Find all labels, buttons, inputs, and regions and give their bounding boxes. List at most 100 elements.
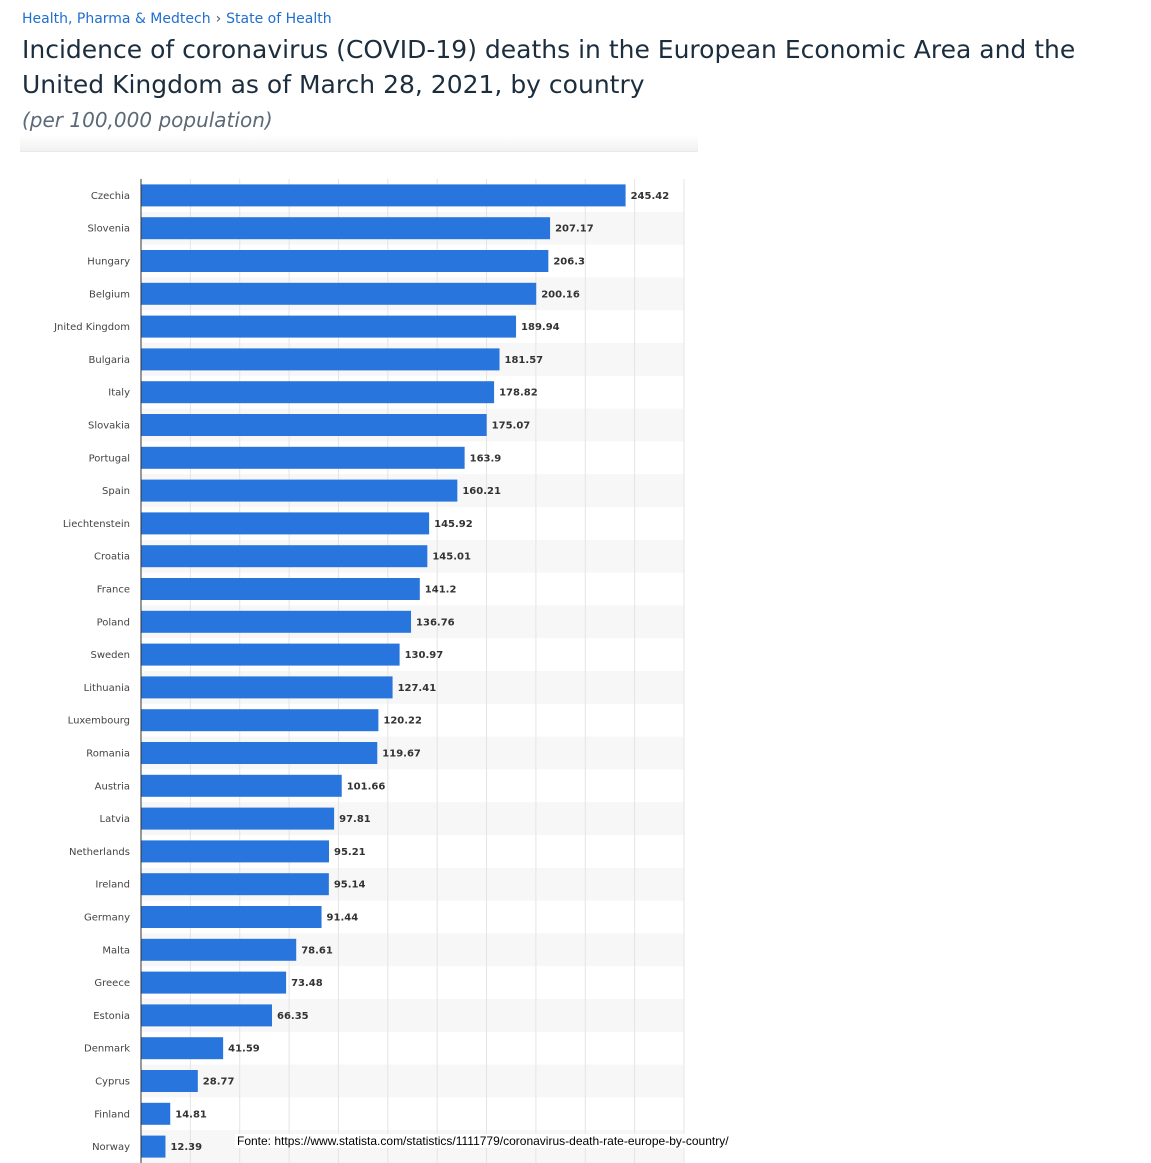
bar[interactable]	[141, 742, 378, 764]
bar[interactable]	[141, 1037, 224, 1060]
page-title: Incidence of coronavirus (COVID-19) deat…	[22, 35, 1076, 99]
page-subtitle: (per 100,000 population)	[22, 108, 273, 132]
value-label: 95.14	[334, 880, 366, 891]
value-label: 206.3	[553, 257, 585, 268]
value-label: 245.42	[631, 191, 670, 202]
header-divider	[20, 135, 698, 152]
category-label: Bulgaria	[89, 355, 130, 366]
category-label: Spain	[102, 486, 130, 497]
value-label: 189.94	[521, 322, 560, 333]
bar[interactable]	[141, 906, 322, 928]
value-label: 91.44	[327, 913, 359, 924]
category-label: Italy	[108, 388, 130, 399]
category-label: Poland	[97, 617, 130, 628]
chart-category-labels: Czechia Slovenia Hungary Belgium Jnited King…	[53, 191, 130, 1153]
bar[interactable]	[141, 414, 487, 436]
value-label: 141.2	[425, 585, 457, 596]
value-label: 145.01	[432, 552, 471, 563]
value-label: 73.48	[291, 978, 323, 989]
bar[interactable]	[141, 1004, 273, 1027]
value-label: 28.77	[203, 1077, 235, 1088]
category-label: Croatia	[94, 552, 130, 563]
value-label: 127.41	[398, 683, 437, 694]
category-label: Czechia	[91, 191, 130, 202]
bar[interactable]	[141, 184, 626, 207]
category-label: Romania	[86, 749, 130, 760]
bar[interactable]	[141, 282, 537, 305]
bar[interactable]	[141, 643, 400, 666]
bar[interactable]	[141, 479, 458, 502]
value-label: 95.21	[334, 847, 366, 858]
bar[interactable]	[141, 774, 342, 797]
value-label: 175.07	[492, 421, 531, 432]
category-label: Estonia	[93, 1011, 130, 1022]
bar[interactable]	[141, 217, 551, 240]
bar[interactable]	[141, 610, 412, 633]
chart-gridlines	[189, 179, 685, 1163]
category-label: Belgium	[89, 289, 130, 300]
value-label: 101.66	[347, 781, 386, 792]
bar[interactable]	[141, 709, 379, 732]
value-label: 97.81	[339, 814, 371, 825]
category-label: Lithuania	[84, 683, 130, 694]
category-label: Norway	[92, 1142, 130, 1153]
value-label: 178.82	[499, 388, 538, 399]
row-stripe	[141, 1064, 684, 1098]
chart-value-labels: 245.42 207.17 206.3 200.16 189.94 181.57 178.8…	[170, 191, 669, 1153]
category-label: Denmark	[84, 1044, 130, 1055]
value-label: 78.61	[301, 945, 333, 956]
bar[interactable]	[141, 446, 465, 469]
chart-bars	[141, 184, 626, 1158]
category-label: Germany	[84, 913, 130, 924]
category-label: Latvia	[100, 814, 130, 825]
bar[interactable]	[141, 578, 420, 600]
bar[interactable]	[141, 512, 430, 535]
category-label: Jnited Kingdom	[53, 322, 130, 333]
bar[interactable]	[141, 381, 495, 404]
bar[interactable]	[141, 807, 335, 830]
bar[interactable]	[141, 1102, 171, 1125]
category-label: Luxembourg	[68, 716, 130, 727]
bar[interactable]	[141, 971, 287, 994]
category-label: Slovakia	[88, 421, 130, 432]
category-label: Hungary	[87, 257, 130, 268]
value-label: 66.35	[277, 1011, 309, 1022]
source-note: Fonte: https://www.statista.com/statisti…	[235, 1134, 731, 1148]
value-label: 41.59	[228, 1044, 260, 1055]
category-label: Ireland	[95, 880, 130, 891]
category-label: Austria	[95, 781, 130, 792]
category-label: Sweden	[90, 650, 130, 661]
value-label: 160.21	[462, 486, 501, 497]
bar[interactable]	[141, 545, 428, 568]
category-label: Portugal	[89, 453, 130, 464]
bar[interactable]	[141, 1135, 166, 1158]
value-label: 12.39	[170, 1142, 202, 1153]
category-label: France	[97, 585, 130, 596]
bar[interactable]	[141, 315, 517, 338]
bar[interactable]	[141, 348, 500, 371]
category-label: Liechtenstein	[63, 519, 130, 530]
category-label: Malta	[102, 945, 130, 956]
bar[interactable]	[141, 840, 329, 863]
bar[interactable]	[141, 1070, 198, 1092]
category-label: Netherlands	[69, 847, 130, 858]
value-label: 207.17	[555, 224, 594, 235]
category-label: Slovenia	[87, 224, 130, 235]
value-label: 136.76	[416, 617, 455, 628]
bar[interactable]	[141, 250, 549, 272]
breadcrumb-link-health-pharma-medtech[interactable]: Health, Pharma & Medtech	[22, 11, 211, 27]
value-label: 145.92	[434, 519, 473, 530]
chevron-right-icon: ›	[215, 11, 222, 27]
value-label: 130.97	[405, 650, 444, 661]
category-label: Greece	[94, 978, 130, 989]
value-label: 181.57	[505, 355, 544, 366]
value-label: 163.9	[470, 453, 502, 464]
bar[interactable]	[141, 938, 297, 961]
value-label: 119.67	[382, 749, 421, 760]
bar[interactable]	[141, 676, 393, 699]
bar-chart: Czechia Slovenia Hungary Belgium Jnited King…	[53, 179, 685, 1163]
value-label: 14.81	[175, 1109, 207, 1120]
breadcrumb-link-state-of-health[interactable]: State of Health	[226, 11, 332, 27]
value-label: 200.16	[541, 289, 580, 300]
bar[interactable]	[141, 873, 329, 896]
